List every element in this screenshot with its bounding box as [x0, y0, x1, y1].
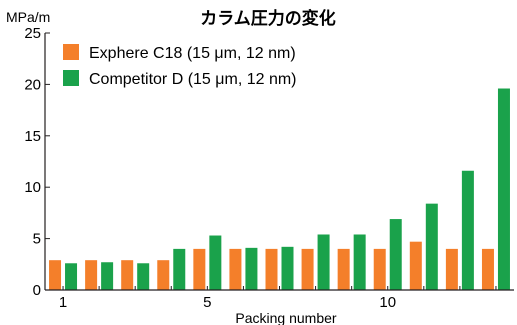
- bar-exphere-3: [121, 260, 134, 290]
- y-tick-label: 0: [33, 282, 41, 299]
- bar-competitor-3: [137, 263, 150, 290]
- bar-exphere-13: [481, 248, 494, 290]
- x-axis-ticks: 1 5 10: [59, 286, 497, 311]
- bar-exphere-4: [157, 260, 170, 290]
- bar-competitor-10: [389, 219, 402, 290]
- bar-competitor-12: [461, 170, 474, 290]
- bar-competitor-2: [101, 262, 114, 290]
- bar-competitor-4: [173, 248, 186, 290]
- bar-competitor-1: [65, 263, 78, 290]
- bar-competitor-13: [497, 88, 510, 291]
- y-axis-ticks: 0 5 10 15 20 25: [24, 25, 50, 299]
- bar-competitor-11: [425, 203, 438, 290]
- bar-exphere-8: [301, 248, 314, 290]
- legend: Exphere C18 (15 μm, 12 nm) Competitor D (…: [63, 44, 297, 88]
- bar-exphere-12: [445, 248, 458, 290]
- bar-competitor-6: [245, 247, 258, 290]
- legend-label-1: Exphere C18 (15 μm, 12 nm): [89, 45, 296, 62]
- legend-swatch-1: [63, 44, 79, 60]
- bar-exphere-11: [409, 241, 422, 290]
- bar-competitor-7: [281, 246, 294, 290]
- bar-exphere-1: [49, 260, 62, 290]
- y-tick-label: 10: [24, 179, 41, 196]
- bar-competitor-9: [353, 234, 366, 290]
- bar-exphere-2: [85, 260, 98, 290]
- x-tick-label: 1: [59, 294, 67, 311]
- bar-exphere-6: [229, 248, 242, 290]
- y-tick-label: 15: [24, 128, 41, 145]
- x-tick-label: 10: [379, 294, 396, 311]
- bar-exphere-10: [373, 248, 386, 290]
- bar-exphere-9: [337, 248, 350, 290]
- y-tick-label: 20: [24, 76, 41, 93]
- legend-swatch-2: [63, 70, 79, 86]
- chart-title: カラム圧力の変化: [200, 8, 336, 29]
- y-tick-label: 5: [33, 231, 41, 248]
- y-axis-label: MPa/m: [6, 9, 50, 25]
- y-tick-label: 25: [24, 25, 41, 42]
- x-axis-label: Packing number: [235, 310, 337, 325]
- legend-label-2: Competitor D (15 μm, 12 nm): [89, 71, 297, 88]
- bar-exphere-7: [265, 248, 278, 290]
- bar-competitor-8: [317, 234, 330, 290]
- x-tick-label: 5: [203, 294, 211, 311]
- bar-exphere-5: [193, 248, 206, 290]
- bar-series: [49, 88, 510, 291]
- bar-competitor-5: [209, 235, 222, 290]
